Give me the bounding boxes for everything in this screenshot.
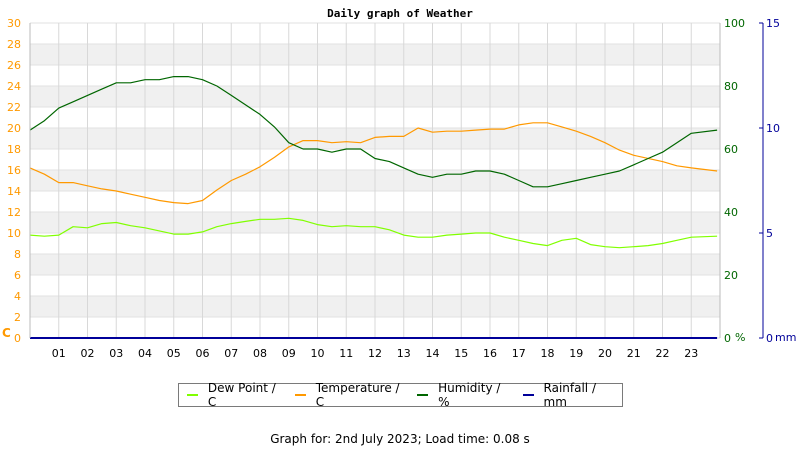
x-tick-label: 21 — [627, 347, 641, 360]
x-tick-label: 20 — [598, 347, 612, 360]
y-humidity-tick-label: 20 — [724, 269, 738, 282]
chart-legend: Dew Point / C Temperature / C Humidity /… — [178, 381, 623, 409]
y-left-tick-label: 10 — [7, 227, 21, 240]
y-left-tick-label: 6 — [14, 269, 21, 282]
y-left-tick-label: 8 — [14, 248, 21, 261]
x-tick-label: 06 — [196, 347, 210, 360]
chart-title: Daily graph of Weather — [327, 7, 473, 20]
y-left-tick-label: 22 — [7, 101, 21, 114]
x-tick-label: 08 — [253, 347, 267, 360]
x-tick-label: 10 — [311, 347, 325, 360]
legend-item-temperature: Temperature / C — [294, 381, 403, 409]
legend-label-temperature: Temperature / C — [315, 381, 400, 409]
x-tick-label: 05 — [167, 347, 181, 360]
y-rain-tick-label: 10 — [766, 122, 780, 135]
y-rain-unit-label: mm — [775, 331, 796, 344]
x-tick-label: 09 — [282, 347, 296, 360]
legend-swatch-dew-point — [187, 394, 198, 396]
y-left-tick-label: 28 — [7, 38, 21, 51]
y-humidity-tick-label: 80 — [724, 80, 738, 93]
legend-item-rainfall: Rainfall / mm — [522, 381, 616, 409]
legend-label-humidity: Humidity / % — [438, 381, 501, 409]
y-humidity-tick-label: 40 — [724, 206, 738, 219]
legend-label-rainfall: Rainfall / mm — [543, 381, 597, 409]
y-left-tick-label: 26 — [7, 59, 21, 72]
y-rain-tick-label: 0 — [766, 332, 773, 345]
y-humidity-tick-label: 60 — [724, 143, 738, 156]
y-humidity-tick-label: 100 — [724, 17, 745, 30]
x-tick-label: 04 — [138, 347, 152, 360]
x-tick-label: 12 — [368, 347, 382, 360]
x-tick-label: 23 — [684, 347, 698, 360]
y-left-tick-label: 30 — [7, 17, 21, 30]
graph-footer: Graph for: 2nd July 2023; Load time: 0.0… — [270, 432, 530, 446]
x-tick-label: 11 — [339, 347, 353, 360]
legend-swatch-temperature — [294, 394, 306, 396]
y-left-tick-label: 24 — [7, 80, 21, 93]
y-left-tick-label: 2 — [14, 311, 21, 324]
x-tick-label: 13 — [397, 347, 411, 360]
y-left-tick-label: 18 — [7, 143, 21, 156]
y-left-tick-label: 12 — [7, 206, 21, 219]
x-tick-label: 02 — [81, 347, 95, 360]
y-left-tick-label: 4 — [14, 290, 21, 303]
y-rain-tick-label: 5 — [766, 227, 773, 240]
x-tick-label: 16 — [483, 347, 497, 360]
x-tick-label: 22 — [656, 347, 670, 360]
x-tick-label: 01 — [52, 347, 66, 360]
series-line-0 — [29, 217, 718, 249]
y-left-tick-label: 20 — [7, 122, 21, 135]
y-left-tick-label: 16 — [7, 164, 21, 177]
x-tick-label: 14 — [426, 347, 440, 360]
series-line-2 — [29, 75, 718, 188]
y-humidity-unit-label: % — [735, 331, 745, 344]
legend-swatch-humidity — [417, 394, 429, 396]
y-left-unit-label: C — [2, 326, 11, 340]
x-tick-label: 18 — [541, 347, 555, 360]
x-tick-label: 03 — [109, 347, 123, 360]
x-tick-label: 07 — [224, 347, 238, 360]
x-tick-label: 19 — [569, 347, 583, 360]
x-tick-label: 15 — [454, 347, 468, 360]
y-left-tick-label: 0 — [14, 332, 21, 345]
y-left-tick-label: 14 — [7, 185, 21, 198]
legend-label-dew-point: Dew Point / C — [207, 381, 276, 409]
x-tick-label: 17 — [512, 347, 526, 360]
legend-swatch-rainfall — [522, 394, 534, 396]
series-line-1 — [29, 122, 718, 205]
y-rain-tick-label: 15 — [766, 17, 780, 30]
y-humidity-tick-label: 0 — [724, 332, 731, 345]
legend-item-dew-point: Dew Point / C — [187, 381, 281, 409]
legend-item-humidity: Humidity / % — [417, 381, 508, 409]
